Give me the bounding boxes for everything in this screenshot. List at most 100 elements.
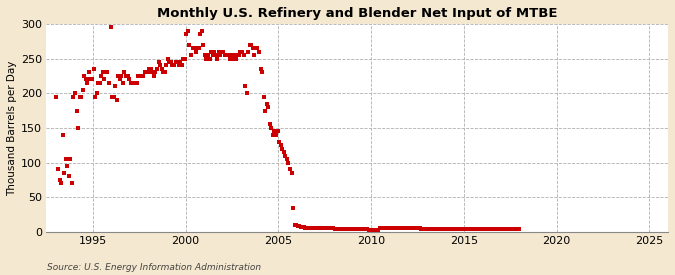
Point	[263, 105, 273, 109]
Point	[259, 95, 269, 99]
Point	[196, 29, 207, 33]
Point	[389, 226, 400, 231]
Point	[444, 227, 455, 231]
Point	[422, 227, 433, 231]
Point	[221, 53, 232, 57]
Point	[370, 228, 381, 232]
Point	[229, 56, 240, 61]
Point	[212, 56, 223, 61]
Point	[95, 81, 105, 85]
Point	[385, 226, 396, 231]
Point	[313, 226, 323, 231]
Point	[73, 126, 84, 130]
Point	[136, 74, 147, 78]
Point	[187, 46, 198, 50]
Point	[68, 95, 79, 99]
Point	[504, 227, 515, 231]
Point	[453, 227, 464, 231]
Point	[219, 53, 230, 57]
Point	[510, 227, 521, 231]
Point	[340, 227, 351, 231]
Point	[317, 226, 328, 231]
Point	[115, 77, 126, 82]
Point	[122, 74, 133, 78]
Point	[466, 227, 477, 231]
Point	[447, 227, 458, 231]
Point	[296, 225, 306, 229]
Point	[400, 226, 411, 231]
Point	[297, 225, 308, 229]
Point	[442, 227, 453, 231]
Point	[178, 56, 188, 61]
Point	[322, 226, 333, 231]
Point	[292, 224, 303, 229]
Point	[235, 50, 246, 54]
Point	[76, 95, 86, 99]
Point	[227, 53, 238, 57]
Point	[348, 227, 359, 231]
Point	[267, 133, 278, 137]
Point	[298, 225, 309, 229]
Point	[59, 171, 70, 175]
Point	[105, 25, 116, 29]
Point	[405, 226, 416, 231]
Point	[104, 81, 115, 85]
Point	[421, 227, 431, 231]
Point	[309, 226, 320, 230]
Point	[414, 226, 425, 231]
Point	[186, 53, 196, 57]
Point	[387, 226, 398, 231]
Point	[388, 226, 399, 231]
Point	[374, 226, 385, 230]
Point	[381, 226, 392, 230]
Point	[237, 50, 248, 54]
Point	[356, 227, 367, 231]
Point	[142, 70, 153, 75]
Point	[371, 228, 382, 232]
Point	[243, 50, 254, 54]
Point	[473, 227, 484, 231]
Point	[134, 74, 145, 78]
Point	[153, 60, 164, 64]
Point	[156, 67, 167, 71]
Point	[365, 228, 376, 232]
Point	[91, 91, 102, 95]
Point	[269, 129, 280, 134]
Point	[303, 226, 314, 230]
Point	[132, 81, 142, 85]
Point	[74, 95, 85, 99]
Point	[478, 227, 489, 231]
Point	[65, 157, 76, 161]
Point	[119, 70, 130, 75]
Point	[408, 226, 419, 231]
Point	[281, 157, 292, 161]
Point	[430, 227, 441, 231]
Point	[416, 227, 427, 231]
Point	[410, 226, 421, 231]
Point	[392, 226, 402, 231]
Point	[138, 74, 148, 78]
Point	[335, 227, 346, 231]
Point	[294, 224, 304, 229]
Point	[127, 81, 138, 85]
Point	[148, 74, 159, 78]
Point	[404, 226, 414, 231]
Point	[152, 67, 163, 71]
Point	[198, 43, 209, 47]
Point	[367, 228, 377, 232]
Point	[376, 226, 387, 230]
Point	[475, 227, 485, 231]
Point	[159, 70, 170, 75]
Point	[484, 227, 495, 231]
Point	[71, 108, 82, 113]
Point	[334, 227, 345, 231]
Point	[468, 227, 479, 231]
Point	[435, 227, 446, 231]
Point	[204, 56, 215, 61]
Point	[514, 227, 524, 231]
Point	[92, 81, 103, 85]
Point	[201, 56, 212, 61]
Point	[331, 227, 342, 231]
Point	[379, 226, 389, 230]
Point	[53, 167, 63, 172]
